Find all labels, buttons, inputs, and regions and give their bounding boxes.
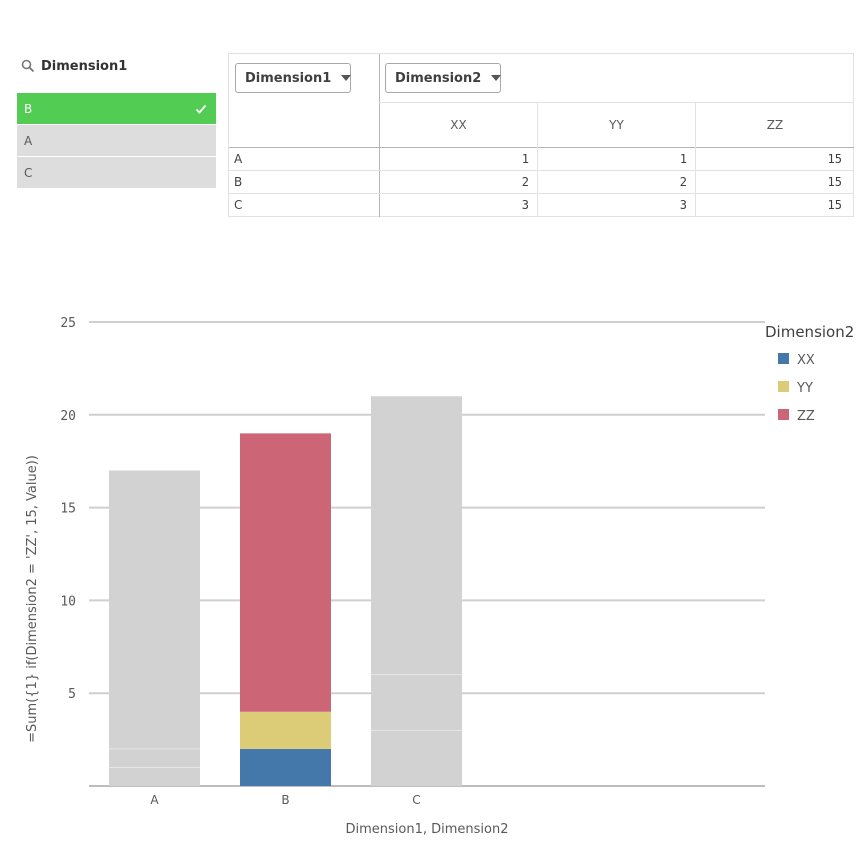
legend-swatch-xx: [778, 353, 789, 364]
dimension1-dropdown-label: Dimension1: [245, 70, 332, 86]
y-axis-title: =Sum({1} if(Dimension2 = 'ZZ', 15, Value…: [25, 455, 40, 743]
bar-a-zz[interactable]: [109, 470, 200, 749]
y-tick-label: 5: [68, 687, 76, 702]
filter-item-label: B: [24, 101, 33, 116]
column-header-xx[interactable]: XX: [450, 118, 467, 132]
stacked-bar-chart: 5 10 15 20 25 A B C =Sum({1} if(Dimension2 = '…: [25, 316, 854, 837]
table-cell: 2: [521, 175, 529, 189]
legend-item-xx[interactable]: XX: [797, 353, 815, 368]
pivot-body-line: [229, 147, 854, 148]
table-cell: 1: [521, 152, 529, 166]
legend-item-yy[interactable]: YY: [796, 381, 813, 396]
row-header-a[interactable]: A: [234, 152, 243, 166]
column-header-zz[interactable]: ZZ: [766, 118, 784, 132]
chart-legend[interactable]: Dimension2 XX YY ZZ: [765, 323, 854, 424]
column-separator: [695, 103, 696, 217]
bar-b-yy[interactable]: [240, 711, 331, 749]
table-cell: 3: [679, 198, 687, 212]
pivot-table: Dimension1 Dimension2 XX YY ZZ A B C 1 1…: [228, 53, 854, 217]
filter-header[interactable]: Dimension1: [17, 52, 216, 80]
legend-swatch-zz: [778, 409, 789, 420]
legend-title: Dimension2: [765, 323, 854, 341]
bar-a-yy[interactable]: [109, 748, 200, 768]
bar-b-zz[interactable]: [240, 433, 331, 712]
chart-y-ticks: 5 10 15 20 25: [60, 316, 76, 702]
filter-item-b[interactable]: B: [17, 93, 216, 125]
filter-item-label: C: [24, 165, 33, 180]
y-tick-label: 25: [60, 316, 76, 331]
pivot-header-line: [379, 102, 854, 103]
y-tick-label: 20: [60, 409, 76, 424]
table-cell: 2: [679, 175, 687, 189]
caret-down-icon: [341, 75, 352, 81]
search-icon: [21, 59, 35, 73]
column-header-yy[interactable]: YY: [609, 118, 624, 132]
chart-x-categories: A B C: [150, 793, 420, 807]
filter-list: B A C: [17, 93, 216, 189]
y-tick-label: 15: [60, 502, 76, 517]
bar-c-zz[interactable]: [371, 396, 462, 675]
row-header-c[interactable]: C: [234, 198, 243, 212]
table-cell: 15: [827, 198, 842, 212]
filter-title: Dimension1: [41, 58, 128, 74]
filter-pane-dimension1: Dimension1 B A C: [17, 52, 216, 189]
x-axis-title: Dimension1, Dimension2: [345, 822, 508, 837]
filter-item-c[interactable]: C: [17, 157, 216, 189]
bar-c-yy[interactable]: [371, 674, 462, 731]
filter-item-label: A: [24, 133, 33, 148]
dimension1-dropdown[interactable]: Dimension1: [235, 63, 352, 93]
row-line: [229, 193, 854, 194]
dimension2-dropdown[interactable]: Dimension2: [385, 63, 502, 93]
table-cell: 3: [521, 198, 529, 212]
caret-down-icon: [491, 75, 502, 81]
legend-swatch-yy: [778, 381, 789, 392]
column-separator: [537, 103, 538, 217]
dimension2-dropdown-label: Dimension2: [395, 70, 482, 86]
row-line: [229, 170, 854, 171]
bar-c-xx[interactable]: [371, 730, 462, 786]
table-cell: 15: [827, 175, 842, 189]
x-category-label: A: [150, 793, 159, 807]
x-category-label: C: [412, 793, 420, 807]
row-header-b[interactable]: B: [234, 175, 243, 189]
table-cell: 1: [679, 152, 687, 166]
bar-b-xx[interactable]: [240, 748, 331, 786]
bar-a-xx[interactable]: [109, 767, 200, 786]
x-category-label: B: [281, 793, 289, 807]
pivot-divider: [379, 54, 380, 217]
filter-item-a[interactable]: A: [17, 125, 216, 157]
chart-bars: [109, 396, 462, 786]
checkmark-icon: [195, 104, 207, 114]
y-tick-label: 10: [60, 594, 76, 609]
table-cell: 15: [827, 152, 842, 166]
legend-item-zz[interactable]: ZZ: [797, 409, 815, 424]
